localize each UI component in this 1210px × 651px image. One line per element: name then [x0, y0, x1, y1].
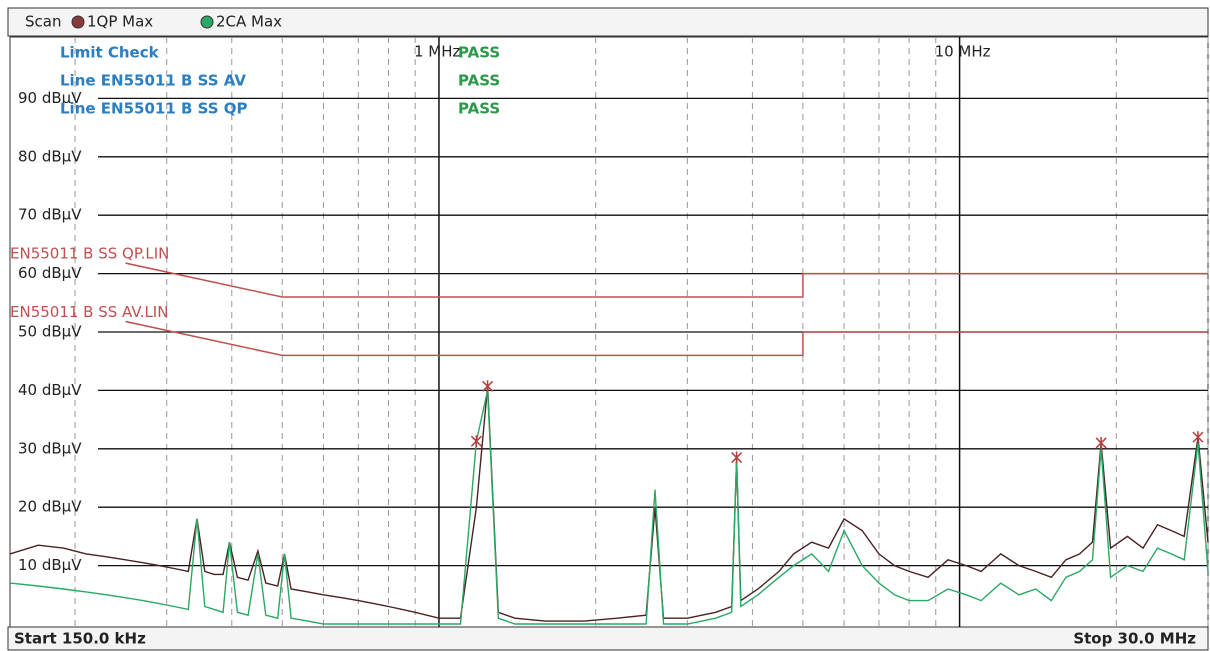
y-tick-label: 50 dBµV: [18, 323, 82, 341]
peak-marker: [470, 435, 482, 448]
plot: 1 MHz 10 MHz 10 dBµV 20 dBµV 30 dBµV 40 dBµV 5…: [9, 37, 1209, 627]
y-tick-label: 20 dBµV: [18, 498, 82, 516]
y-tick-label: 80 dBµV: [18, 147, 82, 165]
legend-label: 1QP Max: [87, 13, 153, 31]
limit-line: [125, 320, 1208, 357]
peak-marker: [731, 451, 743, 464]
trace: [9, 390, 1209, 625]
header-bar: [7, 7, 1209, 37]
y-tick-label: 60 dBµV: [18, 264, 82, 282]
legend-swatch: [71, 15, 85, 29]
x-tick-label: 10 MHz: [935, 43, 991, 61]
y-tick-label: 70 dBµV: [18, 206, 82, 224]
y-tick-label: 90 dBµV: [18, 89, 82, 107]
status-result: PASS: [458, 72, 500, 90]
legend-swatch: [200, 15, 214, 29]
legend-label: 2CA Max: [216, 13, 282, 31]
header-title: Scan: [25, 13, 61, 31]
limit-label: EN55011 B SS QP.LIN: [10, 245, 169, 263]
y-tick-label: 40 dBµV: [18, 381, 82, 399]
y-tick-label: 30 dBµV: [18, 439, 82, 457]
start-label: Start 150.0 kHz: [14, 630, 146, 648]
status-result: PASS: [458, 44, 500, 62]
limit-label: EN55011 B SS AV.LIN: [10, 303, 168, 321]
peak-marker: [482, 380, 494, 393]
footer-bar: [7, 626, 1209, 651]
y-tick-label: 10 dBµV: [18, 556, 82, 574]
x-tick-label: 1 MHz: [414, 43, 461, 61]
status-result: PASS: [458, 100, 500, 118]
status-label: Line EN55011 B SS QP: [60, 100, 248, 118]
peak-marker: [1192, 431, 1204, 444]
trace: [9, 386, 1209, 622]
status-label: Limit Check: [60, 44, 160, 62]
stop-label: Stop 30.0 MHz: [1073, 630, 1196, 648]
peak-marker: [1095, 436, 1107, 449]
status-label: Line EN55011 B SS AV: [60, 72, 246, 90]
limit-line: [125, 262, 1208, 298]
